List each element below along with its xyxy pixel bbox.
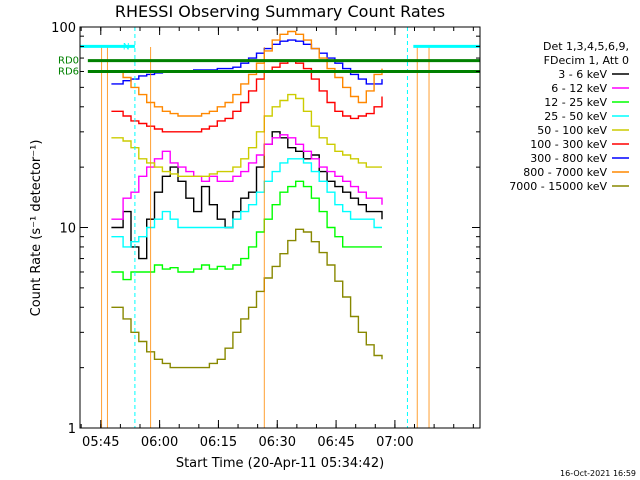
y-tick-label: 100 xyxy=(51,21,76,36)
axes-layer: 05:45 06:00 06:15 06:30 06:45 07:00 1 10 100 xyxy=(51,21,481,450)
series-line-6-12-kev xyxy=(111,134,383,220)
legend: Det 1,3,4,5,6,9,FDecim 1, Att 03 - 6 keV… xyxy=(509,40,629,193)
x-tick-label: 06:00 xyxy=(141,435,178,450)
footer-timestamp: 16-Oct-2021 16:59 xyxy=(560,469,636,478)
legend-entry-label: 100 - 300 keV xyxy=(530,138,607,151)
x-tick-label: 06:45 xyxy=(317,435,354,450)
x-tick-label: 05:45 xyxy=(82,435,119,450)
plot-frame xyxy=(79,26,481,429)
legend-entry-label: 6 - 12 keV xyxy=(551,82,607,95)
annotation-label-rd0: RD0 xyxy=(58,56,79,67)
x-axis-label: Start Time (20-Apr-11 05:34:42) xyxy=(176,456,384,471)
x-tick-label: 06:15 xyxy=(200,435,237,450)
series-line-25-50-kev xyxy=(111,158,382,248)
legend-entry-label: 300 - 800 keV xyxy=(530,152,607,165)
series-line-800-7000-kev xyxy=(111,30,383,117)
annotation-label-n: N xyxy=(123,42,130,52)
legend-entry-label: 7000 - 15000 keV xyxy=(509,180,607,193)
series-line-100-300-kev xyxy=(111,59,383,133)
chart-title: RHESSI Observing Summary Count Rates xyxy=(115,2,445,21)
series-line-12-25-kev xyxy=(111,180,382,281)
x-tick-label: 07:00 xyxy=(376,435,413,450)
legend-header-line: Det 1,3,4,5,6,9, xyxy=(543,40,629,53)
y-tick-label: 10 xyxy=(59,222,76,237)
series-line-3-6-kev xyxy=(111,131,383,260)
annotation-label-rd6: RD6 xyxy=(58,66,79,77)
legend-entry-label: 12 - 25 keV xyxy=(544,96,607,109)
legend-entry-label: 3 - 6 keV xyxy=(558,68,607,81)
legend-entry-label: 800 - 7000 keV xyxy=(523,166,607,179)
y-tick-label: 1 xyxy=(68,422,76,437)
legend-header-line: FDecim 1, Att 0 xyxy=(544,54,629,67)
x-tick-label: 06:30 xyxy=(259,435,296,450)
legend-entry-label: 50 - 100 keV xyxy=(537,124,607,137)
series-layer xyxy=(111,30,383,369)
y-axis-label: Count Rate (s⁻¹ detector⁻¹) xyxy=(29,140,44,317)
series-line-50-100-kev xyxy=(111,93,382,177)
series-line-7000-15000-kev xyxy=(111,228,383,369)
legend-entry-label: 25 - 50 keV xyxy=(544,110,607,123)
